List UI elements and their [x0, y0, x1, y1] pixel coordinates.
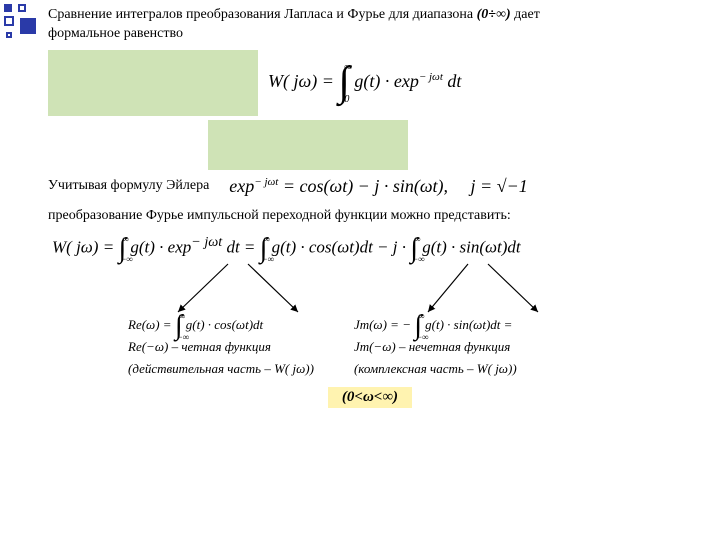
formula1-row: W( jω) = ∫ ∞ 0 g(t) · exp− jωt dt	[48, 50, 692, 116]
euler-b: = cos(ωt) − j · sin(ωt),	[278, 176, 448, 196]
page-content: Сравнение интегралов преобразования Лапл…	[0, 0, 720, 408]
re-im-columns: Re(ω) = ∫∞−∞ g(t) · cos(ωt)dt Re(−ω) – ч…	[48, 314, 692, 380]
int-icon: ∫∞−∞	[260, 239, 268, 259]
re-il: −∞	[177, 334, 190, 340]
re-b: g(t) · cos(ωt)dt	[186, 317, 263, 332]
euler-label: Учитывая формулу Эйлера	[48, 178, 209, 194]
line3: преобразование Фурье импульсной переходн…	[48, 207, 692, 226]
im-prop: Jm(−ω) – нечетная функция	[354, 336, 517, 358]
re-a: Re(ω) =	[128, 317, 175, 332]
formula1: W( jω) = ∫ ∞ 0 g(t) · exp− jωt dt	[268, 68, 461, 97]
me-d: g(t) · cos(ωt)dt − j ·	[272, 237, 411, 256]
int-icon: ∫∞−∞	[414, 316, 422, 336]
f1-exp: − jωt	[419, 71, 443, 83]
euler-row: Учитывая формулу Эйлера exp− jωt = cos(ω…	[48, 176, 692, 197]
euler-a: exp	[229, 176, 254, 196]
me-e: g(t) · sin(ωt)dt	[422, 237, 520, 256]
me-bexp: − jωt	[191, 234, 222, 250]
f1-lhs: W( jω) =	[268, 71, 334, 91]
euler-exp: − jωt	[254, 176, 278, 188]
int-icon: ∫∞−∞	[410, 239, 418, 259]
intro-b: дает	[511, 7, 540, 22]
me-i2u: ∞	[264, 236, 270, 242]
me-i3u: ∞	[414, 236, 420, 242]
im-desc: (комплексная часть – W( jω))	[354, 358, 517, 380]
green-box-2	[208, 120, 408, 170]
f1-upper: ∞	[344, 64, 351, 71]
f1-ia: g(t) · exp	[354, 71, 418, 91]
f1-lower: 0	[344, 96, 349, 103]
intro-range: (0÷∞)	[477, 7, 511, 22]
f1-ib: dt	[443, 71, 462, 91]
me-c: dt =	[226, 237, 259, 256]
int-icon: ∫∞−∞	[175, 316, 183, 336]
corner-decoration	[0, 0, 48, 48]
im-a: Jm(ω) = −	[354, 317, 414, 332]
im-column: Jm(ω) = − ∫∞−∞ g(t) · sin(ωt)dt = Jm(−ω)…	[354, 314, 517, 380]
im-iu: ∞	[418, 313, 424, 319]
green-box-1	[48, 50, 258, 116]
re-column: Re(ω) = ∫∞−∞ g(t) · cos(ωt)dt Re(−ω) – ч…	[128, 314, 314, 380]
intro-text: Сравнение интегралов преобразования Лапл…	[48, 6, 692, 44]
euler-j: j = √−1	[471, 176, 528, 196]
re-prop: Re(−ω) – четная функция	[128, 336, 314, 358]
me-i1u: ∞	[122, 236, 128, 242]
re-desc: (действительная часть – W( jω))	[128, 358, 314, 380]
im-il: −∞	[416, 334, 429, 340]
intro-a: Сравнение интегралов преобразования Лапл…	[48, 7, 477, 22]
me-a: W( jω) =	[52, 237, 118, 256]
footer-range: (0<ω<∞)	[328, 387, 412, 408]
re-iu: ∞	[179, 313, 185, 319]
re-eq: Re(ω) = ∫∞−∞ g(t) · cos(ωt)dt	[128, 314, 314, 336]
arrows-diagram	[48, 262, 692, 316]
im-eq: Jm(ω) = − ∫∞−∞ g(t) · sin(ωt)dt =	[354, 314, 517, 336]
intro-line2: формальное равенство	[48, 26, 183, 41]
main-expansion: W( jω) = ∫∞−∞ g(t) · exp− jωt dt = ∫∞−∞ …	[52, 234, 692, 259]
euler-formula: exp− jωt = cos(ωt) − j · sin(ωt), j = √−…	[229, 176, 527, 197]
im-b: g(t) · sin(ωt)dt =	[425, 317, 512, 332]
integral-sign: ∫ ∞ 0	[338, 68, 350, 97]
int-icon: ∫∞−∞	[118, 239, 126, 259]
footer: (0<ω<∞)	[48, 387, 692, 408]
me-b: g(t) · exp	[130, 237, 191, 256]
